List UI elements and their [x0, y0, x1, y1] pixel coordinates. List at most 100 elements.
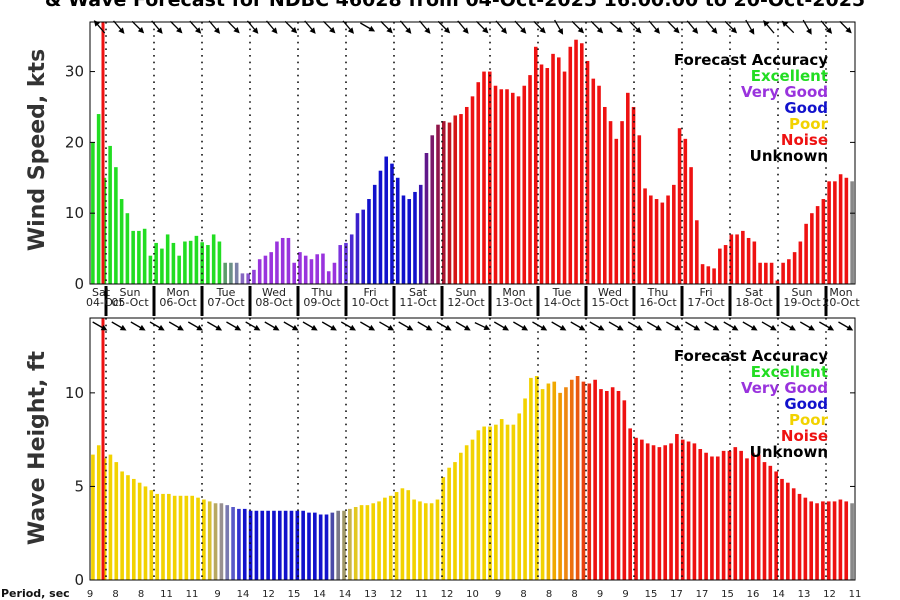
wave-direction-arrow [302, 321, 318, 331]
wind-bar [833, 181, 837, 284]
wind-bar [326, 271, 331, 284]
arrow-head [674, 324, 682, 331]
wave-bar [295, 510, 300, 580]
wave-bar [675, 434, 679, 580]
wave-bar [605, 390, 609, 580]
wind-bar [476, 82, 481, 284]
day-name-label: Fri [363, 286, 376, 299]
wind-bar [413, 191, 417, 284]
period-value: 13 [798, 589, 811, 600]
wind-y-tick-label: 0 [74, 275, 84, 293]
wind-direction-arrow [590, 20, 604, 34]
wave-bar [628, 428, 632, 580]
wind-bar [775, 280, 780, 284]
wave-direction-arrow [168, 321, 184, 331]
wind-bar [695, 220, 699, 284]
wind-bar [407, 199, 412, 284]
wave-bar [202, 499, 206, 580]
wave-bar [283, 510, 288, 580]
wave-bar [546, 383, 551, 580]
wind-bar [286, 237, 291, 284]
wind-bar [712, 268, 716, 284]
wave-direction-arrow [493, 321, 509, 331]
wave-direction-arrow [340, 321, 356, 331]
wind-bar [108, 145, 112, 284]
day-name-label: Thu [311, 286, 333, 299]
wave-y-tick-label: 0 [74, 571, 84, 589]
wave-direction-arrow [360, 321, 376, 331]
wave-direction-arrow [704, 321, 720, 331]
wave-direction-arrow [111, 321, 127, 331]
arrow-head [215, 324, 223, 331]
wave-bar [809, 501, 814, 580]
wave-bar [184, 495, 189, 580]
wave-bar [669, 443, 673, 580]
wave-bar [149, 490, 154, 580]
wind-bar [850, 181, 854, 284]
arrow-head [462, 27, 469, 34]
wind-bar [269, 252, 273, 284]
arrow-head [520, 27, 527, 34]
wave-direction-arrow [245, 321, 261, 331]
arrow-head [750, 324, 758, 331]
arrow-head [502, 324, 509, 331]
wave-bar [832, 501, 837, 580]
wave-bar [780, 478, 784, 580]
wind-direction-arrow [802, 19, 812, 35]
date-label: 11-Oct [399, 296, 437, 309]
wind-bar [787, 259, 791, 284]
wind-bar [395, 177, 400, 284]
arrow-head [157, 324, 165, 331]
wave-bar [266, 510, 270, 580]
wind-bar [729, 234, 734, 284]
wave-bar [225, 505, 230, 580]
wind-bar [689, 167, 693, 284]
wave-bar [523, 398, 527, 580]
arrow-head [578, 324, 586, 331]
wind-bar [321, 253, 325, 284]
wave-bar [388, 495, 393, 580]
wave-bar [569, 379, 574, 580]
wave-bar [453, 462, 457, 580]
wind-bar [165, 234, 170, 284]
arrow-head [789, 324, 796, 331]
period-value: 9 [214, 589, 220, 600]
period-value: 12 [441, 589, 454, 600]
wind-bar [637, 135, 642, 284]
wind-y-axis-label: Wind Speed, kts [25, 49, 50, 251]
wave-bar [348, 508, 352, 580]
wave-bar [330, 512, 335, 580]
wave-y-tick-label: 10 [65, 384, 84, 402]
arrow-head [100, 324, 108, 331]
wave-direction-arrow [627, 321, 643, 331]
date-label: 18-Oct [735, 296, 773, 309]
wave-bar [558, 392, 562, 580]
wind-bar [252, 269, 256, 284]
wave-bar [850, 503, 854, 580]
wind-legend-unknown: Unknown [750, 147, 828, 165]
wind-bar [539, 64, 544, 285]
wave-legend-title: Forecast Accuracy [674, 347, 828, 365]
wind-bar [246, 273, 250, 284]
date-label: 05-Oct [111, 296, 149, 309]
day-boundary-marker [104, 286, 108, 316]
wave-bar [359, 505, 364, 580]
arrow-head [500, 27, 507, 34]
period-value: 15 [721, 589, 734, 600]
wave-bar [318, 514, 323, 580]
wind-bar [752, 241, 757, 284]
wave-bar [114, 462, 119, 580]
arrow-head [827, 324, 835, 331]
wave-bar [459, 452, 463, 580]
period-value: 8 [112, 589, 118, 600]
wave-bar [482, 426, 486, 580]
wave-direction-arrow [570, 321, 586, 331]
arrow-head [846, 324, 854, 331]
period-value: 12 [262, 589, 275, 600]
period-value: 14 [237, 589, 250, 600]
wave-direction-arrow [207, 321, 223, 331]
day-boundary-marker [776, 286, 780, 316]
wind-bar [194, 235, 199, 284]
wind-bar [493, 85, 498, 284]
arrow-head [712, 324, 720, 331]
